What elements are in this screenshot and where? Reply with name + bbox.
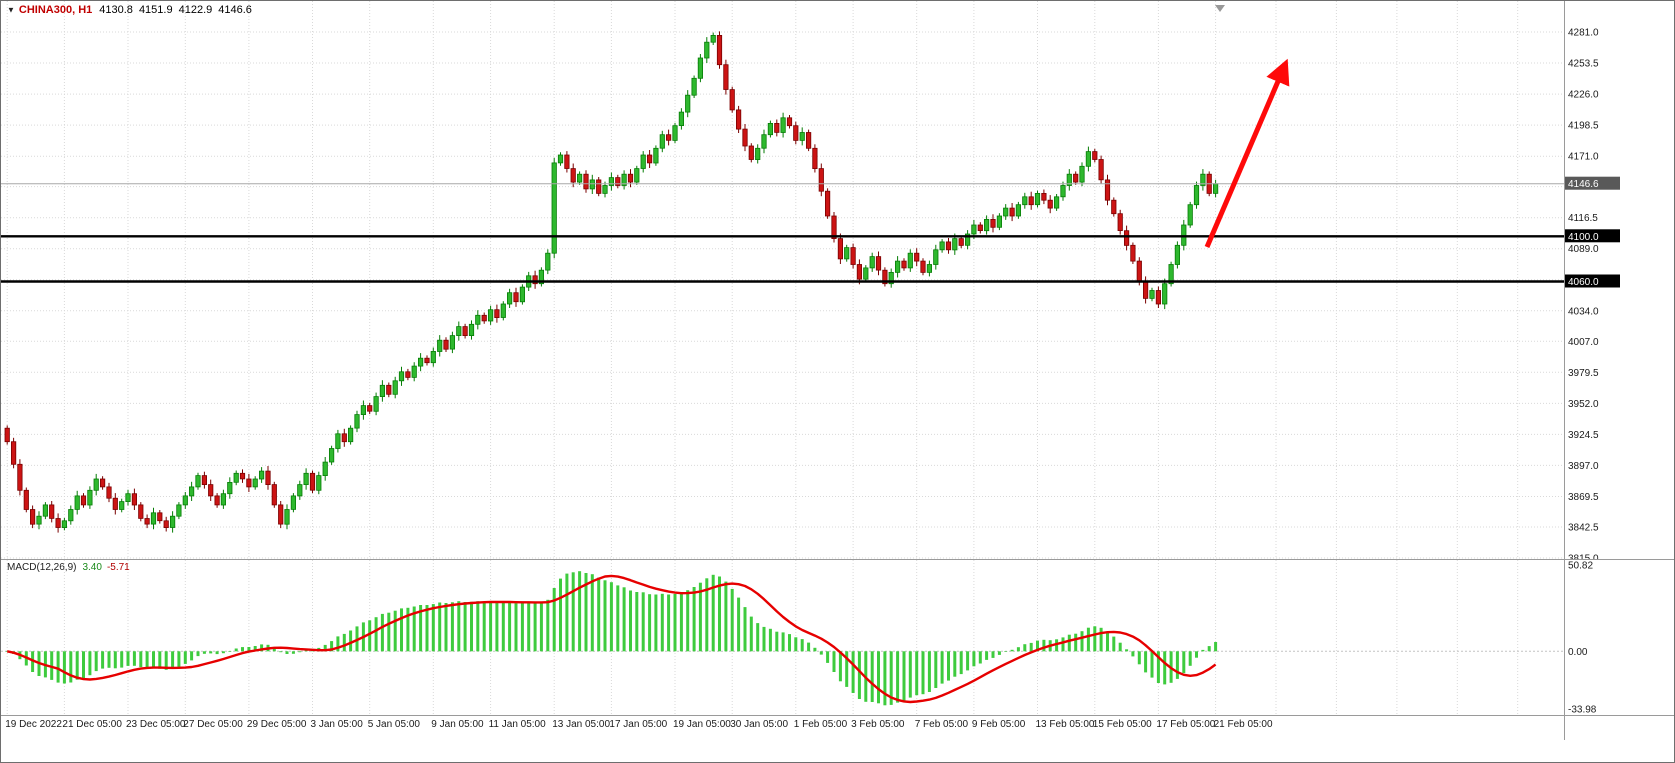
chart-shift-marker[interactable]: [1215, 5, 1225, 12]
price-axis-label: 4171.0: [1568, 152, 1599, 163]
time-axis-label: 3 Jan 05:00: [310, 719, 363, 730]
price-axis-label: 3897.0: [1568, 461, 1599, 472]
time-axis-label: 15 Feb 05:00: [1092, 719, 1152, 730]
price-axis-label: 3869.5: [1568, 492, 1599, 503]
symbol-timeframe-label: CHINA300, H1: [18, 4, 93, 16]
macd-axis-label: 0.00: [1568, 647, 1588, 658]
time-axis-label: 27 Dec 05:00: [183, 719, 243, 730]
ohlc-open: 4130.8: [99, 4, 133, 16]
time-axis-label: 3 Feb 05:00: [851, 719, 905, 730]
price-axis-label: 4253.5: [1568, 59, 1599, 70]
time-axis-label: 1 Feb 05:00: [793, 719, 848, 730]
price-badge: 4060.0: [1565, 274, 1620, 288]
price-axis-label: 3842.5: [1568, 523, 1599, 534]
price-axis-label: 4007.0: [1568, 337, 1599, 348]
time-axis-label: 23 Dec 05:00: [126, 719, 186, 730]
price-axis-separator: [1564, 1, 1565, 740]
ohlc-low: 4122.9: [178, 4, 213, 16]
time-axis-label: 17 Jan 05:00: [609, 719, 668, 730]
ohlc-high: 4151.9: [138, 4, 173, 16]
svg-text:4100.0: 4100.0: [1568, 232, 1599, 243]
time-axis-label: 13 Jan 05:00: [552, 719, 611, 730]
svg-text:4060.0: 4060.0: [1568, 277, 1599, 288]
ohlc-close: 4146.6: [218, 4, 252, 16]
time-axis-label: 19 Jan 05:00: [673, 719, 731, 730]
price-axis-label: 4198.5: [1568, 121, 1599, 132]
candles: [4, 31, 1219, 533]
time-axis-label: 29 Dec 05:00: [246, 719, 307, 730]
price-axis-label: 3815.0: [1568, 554, 1599, 560]
time-axis-label: 5 Jan 05:00: [367, 719, 420, 730]
price-axis-label: 3924.5: [1568, 430, 1599, 441]
time-axis-label: 21 Dec 05:00: [62, 719, 122, 730]
macd-signal-line: [6, 574, 1217, 704]
price-axis-label: 4226.0: [1568, 90, 1599, 101]
main-price-pane[interactable]: 4281.0 4253.5 4226.0 4198.5 4171.0 4116.5 4089…: [1, 1, 1675, 559]
price-badge: 4146.6: [1565, 176, 1620, 190]
time-axis-label: 21 Feb 05:00: [1213, 719, 1273, 730]
macd-name: MACD(12,26,9): [7, 562, 77, 573]
time-axis-label: 9 Feb 05:00: [971, 719, 1026, 730]
macd-histogram: [5, 571, 1218, 706]
symbol-dropdown-icon[interactable]: ▼: [7, 5, 15, 15]
time-axis-label: 7 Feb 05:00: [914, 719, 969, 730]
time-axis-label: 19 Dec 2022: [5, 719, 62, 730]
macd-main-value: 3.40: [82, 562, 102, 573]
price-axis-label: 3952.0: [1568, 399, 1599, 410]
trend-arrow[interactable]: [1204, 58, 1290, 248]
macd-signal-value: -5.71: [106, 562, 130, 573]
time-axis-label: 11 Jan 05:00: [488, 719, 546, 730]
time-axis-label: 17 Feb 05:00: [1156, 719, 1216, 730]
price-axis-label: 4281.0: [1568, 28, 1599, 39]
macd-axis-label: -33.98: [1568, 705, 1597, 716]
time-axis[interactable]: 19 Dec 2022 21 Dec 05:00 23 Dec 05:00 27 De…: [1, 715, 1674, 740]
price-axis-label: 4089.0: [1568, 244, 1599, 255]
price-axis-label: 4034.0: [1568, 306, 1599, 317]
chart-header: ▼ CHINA300, H1 4130.8 4151.9 4122.9 4146.6: [7, 4, 258, 16]
price-badge: 4100.0: [1565, 229, 1620, 243]
macd-label: MACD(12,26,9) 3.40 -5.71: [7, 562, 130, 573]
time-axis-label: 9 Jan 05:00: [431, 719, 484, 730]
price-axis-label: 3979.5: [1568, 368, 1599, 379]
time-axis-label: 13 Feb 05:00: [1035, 719, 1095, 730]
macd-axis-label: 50.82: [1568, 561, 1593, 572]
svg-text:4146.6: 4146.6: [1568, 179, 1599, 190]
price-axis-label: 4116.5: [1568, 213, 1598, 224]
macd-indicator-pane[interactable]: 50.82 0.00 -33.98: [1, 559, 1675, 715]
time-axis-label: 30 Jan 05:00: [730, 719, 789, 730]
